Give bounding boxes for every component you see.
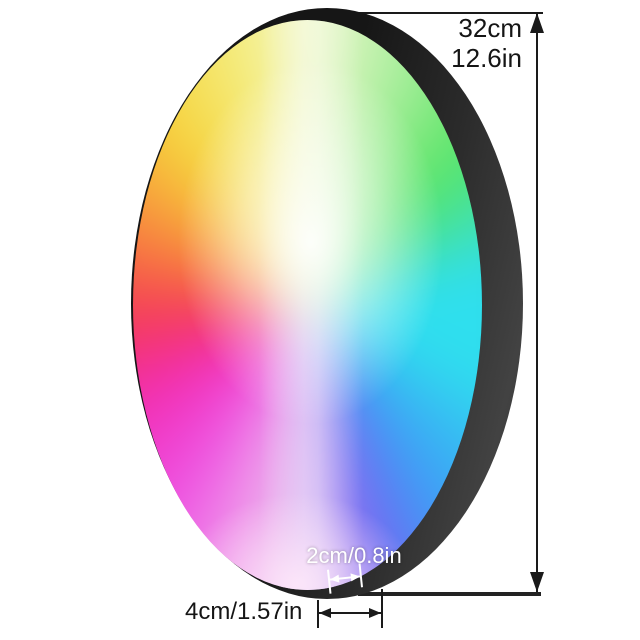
total-depth-tick-left [317,600,319,628]
total-depth-arrow-left-icon [319,608,331,618]
diameter-extension-line-top [358,12,543,14]
diameter-arrow-down-icon [530,572,544,592]
diameter-label-in: 12.6in [451,43,522,73]
bottom-pink-glow [133,20,482,590]
panel-depth-arrow-right-icon [350,572,361,582]
diameter-extension-line-bottom [358,592,541,596]
total-depth-line [319,612,381,614]
total-depth-label: 4cm/1.57in [185,598,303,625]
total-depth-arrow-right-icon [369,608,381,618]
diameter-arrow-up-icon [530,13,544,33]
panel-depth-arrow-left-icon [329,574,340,584]
diameter-dimension-line [536,13,538,592]
total-depth-tick-right [381,589,383,628]
diameter-label: 32cm 12.6in [410,13,522,73]
panel-depth-dimension-arrow [326,563,364,594]
panel-depth-label: 2cm/0.8in [306,543,402,568]
diameter-label-cm: 32cm [458,13,522,43]
lamp-rgb-light-face [133,20,482,590]
